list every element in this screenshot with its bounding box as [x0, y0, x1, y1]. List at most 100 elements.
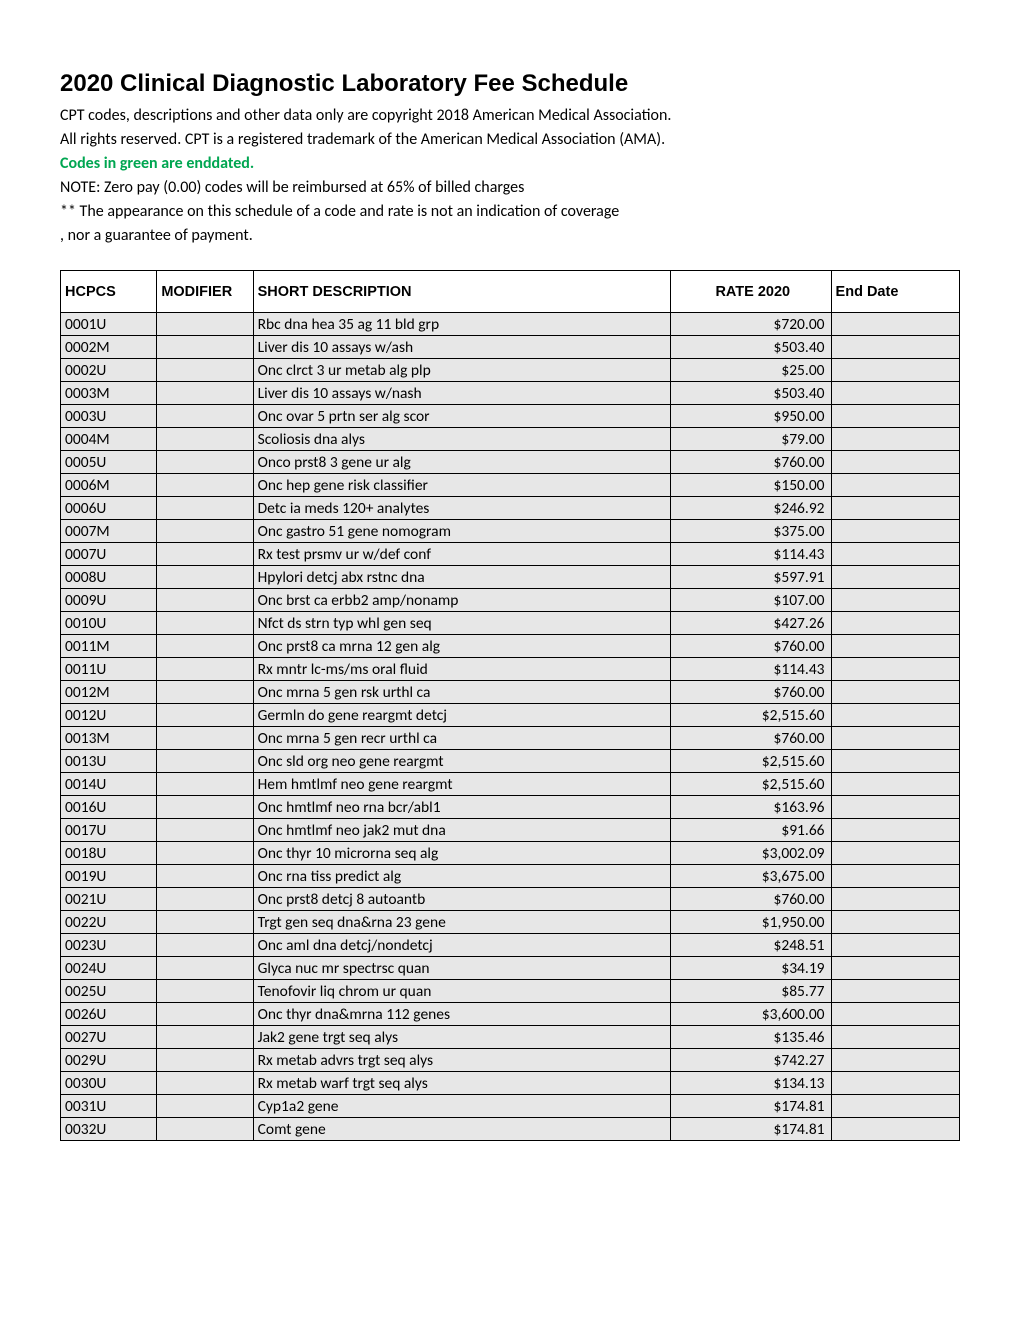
cell-hcpcs: 0005U — [61, 451, 157, 474]
cell-desc: Nfct ds strn typ whl gen seq — [253, 612, 670, 635]
cell-end — [831, 980, 959, 1003]
cell-modifier — [157, 543, 253, 566]
cell-end — [831, 382, 959, 405]
cell-modifier — [157, 750, 253, 773]
cell-end — [831, 750, 959, 773]
cell-desc: Liver dis 10 assays w/ash — [253, 336, 670, 359]
cell-modifier — [157, 313, 253, 336]
cell-desc: Onc aml dna detcj/nondetcj — [253, 934, 670, 957]
cell-desc: Cyp1a2 gene — [253, 1095, 670, 1118]
cell-end — [831, 704, 959, 727]
cell-hcpcs: 0014U — [61, 773, 157, 796]
cell-end — [831, 773, 959, 796]
table-row: 0032UComt gene$174.81 — [61, 1118, 960, 1141]
th-hcpcs: HCPCS — [61, 271, 157, 313]
cell-hcpcs: 0026U — [61, 1003, 157, 1026]
cell-hcpcs: 0030U — [61, 1072, 157, 1095]
cell-end — [831, 681, 959, 704]
cell-modifier — [157, 520, 253, 543]
cell-desc: Tenofovir liq chrom ur quan — [253, 980, 670, 1003]
table-row: 0031UCyp1a2 gene$174.81 — [61, 1095, 960, 1118]
cell-rate: $3,600.00 — [671, 1003, 832, 1026]
cell-rate: $760.00 — [671, 888, 832, 911]
cell-desc: Onc mrna 5 gen recr urthl ca — [253, 727, 670, 750]
cell-hcpcs: 0011U — [61, 658, 157, 681]
cell-rate: $760.00 — [671, 681, 832, 704]
cell-desc: Hpylori detcj abx rstnc dna — [253, 566, 670, 589]
table-row: 0011URx mntr lc-ms/ms oral fluid$114.43 — [61, 658, 960, 681]
table-row: 0006MOnc hep gene risk classifier$150.00 — [61, 474, 960, 497]
cell-hcpcs: 0002U — [61, 359, 157, 382]
cell-end — [831, 451, 959, 474]
cell-rate: $950.00 — [671, 405, 832, 428]
cell-desc: Scoliosis dna alys — [253, 428, 670, 451]
cell-modifier — [157, 589, 253, 612]
table-row: 0022UTrgt gen seq dna&rna 23 gene$1,950.… — [61, 911, 960, 934]
th-desc: SHORT DESCRIPTION — [253, 271, 670, 313]
table-row: 0007URx test prsmv ur w/def conf$114.43 — [61, 543, 960, 566]
cell-desc: Hem hmtlmf neo gene reargmt — [253, 773, 670, 796]
cell-hcpcs: 0006U — [61, 497, 157, 520]
table-row: 0003MLiver dis 10 assays w/nash$503.40 — [61, 382, 960, 405]
cell-end — [831, 566, 959, 589]
cell-rate: $174.81 — [671, 1118, 832, 1141]
cell-desc: Glyca nuc mr spectrsc quan — [253, 957, 670, 980]
cell-modifier — [157, 635, 253, 658]
table-row: 0002UOnc clrct 3 ur metab alg plp$25.00 — [61, 359, 960, 382]
cell-rate: $135.46 — [671, 1026, 832, 1049]
cell-rate: $375.00 — [671, 520, 832, 543]
cell-modifier — [157, 727, 253, 750]
cell-end — [831, 1118, 959, 1141]
cell-hcpcs: 0003U — [61, 405, 157, 428]
cell-modifier — [157, 566, 253, 589]
cell-end — [831, 865, 959, 888]
page-title: 2020 Clinical Diagnostic Laboratory Fee … — [60, 70, 960, 98]
table-row: 0027UJak2 gene trgt seq alys$135.46 — [61, 1026, 960, 1049]
cell-hcpcs: 0004M — [61, 428, 157, 451]
cell-desc: Onc rna tiss predict alg — [253, 865, 670, 888]
cell-hcpcs: 0024U — [61, 957, 157, 980]
cell-hcpcs: 0012M — [61, 681, 157, 704]
cell-modifier — [157, 1095, 253, 1118]
cell-end — [831, 1072, 959, 1095]
cell-modifier — [157, 796, 253, 819]
table-row: 0019UOnc rna tiss predict alg$3,675.00 — [61, 865, 960, 888]
intro-green-note: Codes in green are enddated. — [60, 152, 960, 176]
cell-hcpcs: 0008U — [61, 566, 157, 589]
cell-modifier — [157, 842, 253, 865]
table-row: 0005UOnco prst8 3 gene ur alg$760.00 — [61, 451, 960, 474]
cell-end — [831, 428, 959, 451]
cell-hcpcs: 0013M — [61, 727, 157, 750]
cell-rate: $174.81 — [671, 1095, 832, 1118]
cell-modifier — [157, 497, 253, 520]
cell-end — [831, 1095, 959, 1118]
cell-desc: Rbc dna hea 35 ag 11 bld grp — [253, 313, 670, 336]
cell-rate: $760.00 — [671, 727, 832, 750]
cell-desc: Onc prst8 ca mrna 12 gen alg — [253, 635, 670, 658]
cell-desc: Trgt gen seq dna&rna 23 gene — [253, 911, 670, 934]
table-row: 0006UDetc ia meds 120+ analytes$246.92 — [61, 497, 960, 520]
cell-modifier — [157, 1049, 253, 1072]
table-row: 0021UOnc prst8 detcj 8 autoantb$760.00 — [61, 888, 960, 911]
cell-desc: Onc hmtlmf neo rna bcr/abl1 — [253, 796, 670, 819]
intro-dstar: ** The appearance on this schedule of a … — [60, 200, 960, 224]
cell-hcpcs: 0016U — [61, 796, 157, 819]
cell-hcpcs: 0021U — [61, 888, 157, 911]
cell-desc: Onc mrna 5 gen rsk urthl ca — [253, 681, 670, 704]
cell-hcpcs: 0002M — [61, 336, 157, 359]
cell-rate: $107.00 — [671, 589, 832, 612]
cell-end — [831, 658, 959, 681]
cell-modifier — [157, 405, 253, 428]
cell-modifier — [157, 382, 253, 405]
table-header-row: HCPCS MODIFIER SHORT DESCRIPTION RATE 20… — [61, 271, 960, 313]
table-row: 0007MOnc gastro 51 gene nomogram$375.00 — [61, 520, 960, 543]
cell-hcpcs: 0017U — [61, 819, 157, 842]
cell-end — [831, 796, 959, 819]
table-row: 0012UGermln do gene reargmt detcj$2,515.… — [61, 704, 960, 727]
table-row: 0029URx metab advrs trgt seq alys$742.27 — [61, 1049, 960, 1072]
cell-rate: $2,515.60 — [671, 704, 832, 727]
cell-modifier — [157, 681, 253, 704]
table-row: 0023UOnc aml dna detcj/nondetcj$248.51 — [61, 934, 960, 957]
cell-rate: $503.40 — [671, 336, 832, 359]
cell-rate: $720.00 — [671, 313, 832, 336]
